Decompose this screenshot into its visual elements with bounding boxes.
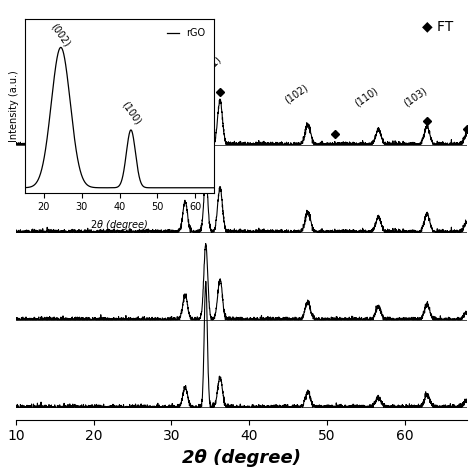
Text: (100): (100)	[163, 69, 188, 94]
Text: ◆ FT: ◆ FT	[422, 19, 454, 33]
X-axis label: 2θ (degree): 2θ (degree)	[182, 449, 301, 467]
Text: (103): (103)	[402, 85, 429, 108]
Text: (102): (102)	[283, 82, 310, 105]
Text: (110): (110)	[353, 85, 380, 109]
Text: (101): (101)	[198, 54, 223, 79]
Text: (002): (002)	[182, 46, 209, 71]
